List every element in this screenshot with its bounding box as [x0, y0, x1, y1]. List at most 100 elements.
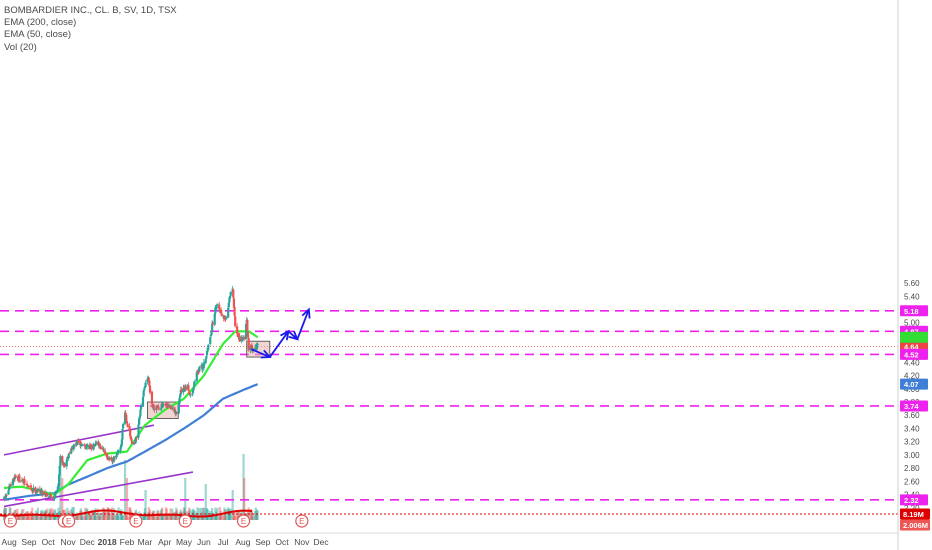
- volume-bar: [242, 454, 245, 520]
- candle-body: [142, 390, 145, 397]
- candle-body: [173, 407, 176, 413]
- candle-body: [76, 441, 79, 445]
- moving-averages: [3, 330, 259, 501]
- volume-bar: [45, 508, 49, 520]
- candle-body: [7, 490, 10, 495]
- volume-bar: [202, 507, 205, 520]
- candle-body: [256, 343, 259, 346]
- candle-body: [206, 349, 209, 351]
- volume-bar: [219, 514, 222, 520]
- volume-bar: [95, 515, 98, 520]
- candle-body: [79, 441, 82, 446]
- volume-bar: [147, 515, 150, 520]
- candle-body: [31, 489, 34, 491]
- candle-body: [128, 425, 131, 432]
- candle-body: [148, 380, 151, 387]
- earnings-marker: [3, 514, 18, 528]
- candle-body: [178, 397, 181, 404]
- volume-bar: [27, 515, 31, 520]
- candle-body: [180, 389, 183, 393]
- price-label-box: [900, 305, 928, 317]
- candle-body: [191, 393, 194, 395]
- candle-body: [138, 418, 141, 425]
- candle-body: [89, 444, 92, 447]
- candle-body: [52, 498, 56, 500]
- volume-bar: [22, 515, 25, 520]
- candle-body: [59, 456, 62, 467]
- price-label: 2.32: [904, 496, 919, 505]
- candle-body: [95, 442, 98, 445]
- price-axis: 2.002.202.402.602.803.003.203.403.603.80…: [897, 0, 930, 550]
- candle-body: [228, 297, 231, 303]
- candle-body: [192, 387, 195, 391]
- volume-bar: [66, 507, 69, 520]
- candle-body: [183, 389, 186, 391]
- x-tick-label: Jun: [197, 537, 211, 547]
- volume-bar: [71, 507, 74, 520]
- volume-bar: [200, 515, 204, 520]
- candle-body: [31, 490, 34, 492]
- volume-bar: [52, 513, 56, 520]
- volume-bar: [75, 515, 79, 520]
- x-tick-label: Nov: [294, 537, 310, 547]
- volume-bar: [32, 514, 35, 520]
- indicator-ema200[interactable]: EMA (200, close): [4, 17, 77, 29]
- volume-bar: [161, 514, 164, 520]
- candle-body: [210, 331, 213, 336]
- volume-bar: [144, 490, 147, 520]
- volume-bar: [120, 509, 123, 520]
- x-tick-label: Aug: [2, 537, 17, 547]
- volume-bar: [57, 507, 60, 520]
- volume-bar: [113, 508, 116, 520]
- y-tick-label: 4.20: [904, 372, 920, 381]
- volume-bar: [86, 508, 89, 520]
- volume-bar: [88, 514, 91, 520]
- volume-bar: [27, 513, 30, 520]
- candle-body: [213, 313, 216, 325]
- volume-bar: [206, 516, 209, 520]
- symbol-title[interactable]: BOMBARDIER INC., CL. B, SV, 1D, TSX: [4, 5, 177, 16]
- candle-body: [40, 491, 43, 494]
- candle-body: [117, 450, 120, 452]
- candle-body: [124, 412, 127, 415]
- earnings-marker-label: E: [8, 517, 13, 526]
- y-tick-label: 5.40: [904, 292, 920, 301]
- candle-body: [63, 463, 66, 467]
- trendline: [3, 471, 194, 508]
- candle-body: [205, 356, 208, 359]
- earnings-marker: [178, 514, 192, 528]
- candle-body: [182, 387, 186, 390]
- volume-bar: [214, 507, 217, 520]
- candle-body: [134, 442, 137, 444]
- candle-body: [11, 479, 15, 486]
- candle-body: [198, 367, 201, 372]
- candle-body: [237, 336, 240, 338]
- arrow-head: [301, 307, 311, 319]
- volume-bar: [243, 478, 246, 520]
- earnings-markers: EEEEEEE: [3, 514, 309, 528]
- time-axis: Aug Sep Oct Nov Dec 2018 Feb Mar Apr May Jun Jul Aug…: [0, 532, 898, 547]
- volume-bar: [166, 513, 170, 520]
- candle-body: [41, 490, 44, 494]
- volume-bar: [146, 512, 149, 520]
- candle-body: [157, 408, 161, 410]
- volume-bar: [61, 478, 64, 520]
- candle-body: [18, 475, 21, 482]
- volume-bar: [162, 514, 165, 520]
- x-tick-label: Dec: [313, 537, 329, 547]
- indicator-ema50[interactable]: EMA (50, close): [4, 29, 72, 41]
- volume-bar: [110, 508, 113, 520]
- volume-bar: [115, 514, 118, 520]
- candle-body: [81, 444, 84, 446]
- indicator-volume[interactable]: Vol (20): [4, 41, 37, 53]
- candle-body: [88, 445, 91, 449]
- candle-body: [135, 437, 138, 439]
- candle-body: [171, 407, 174, 409]
- candle-body: [229, 292, 232, 296]
- candle-body: [215, 305, 218, 309]
- candle-body: [143, 388, 146, 391]
- volume-bar: [21, 516, 24, 520]
- volume-bar: [170, 515, 173, 520]
- volume-bar: [225, 509, 228, 520]
